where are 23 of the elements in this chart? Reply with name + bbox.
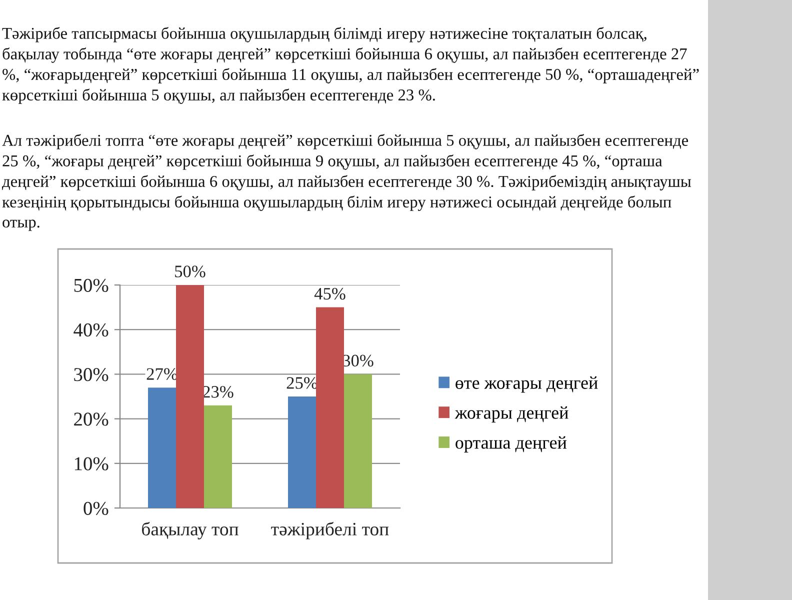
text: Тәжірибе тапсырмасы бойынша оқушылардың білімді игеру нәтижесіне тоқталатын болсақ, бақылау тобында “өте жоғары деңгей” көрсеткіші бойынша 6 оқушы, ал пайызбен есептегенде 27 %, “жоғарыдеңгей” көрсеткіші бойынша 11 оқушы, ал пайызбен есептегенде 50 %, “орташадеңгей” көрсеткіші бойынша 5 оқушы, ал пайызбен есептегенде 23 %. [2,27,699,104]
bar [148,388,176,508]
y-tick-label: 0% [84,502,108,515]
data-label: 45% [314,288,346,300]
data-label: 23% [202,386,234,398]
bar [176,285,204,508]
y-tick-label: 30% [74,368,108,382]
y-tick-label: 50% [74,278,108,292]
bar [316,307,344,508]
x-tick-label: тәжірибелі топ [271,522,389,540]
legend-label: өте жоғары деңгей [456,376,598,393]
x-tick-label: бақылау топ [142,522,238,540]
bar [204,405,232,508]
data-label: 50% [175,266,206,278]
bar [344,374,372,508]
y-tick-label: 20% [74,412,108,426]
bar [288,396,316,508]
legend-label: жоғары деңгей [454,406,568,423]
text: Ал тәжірибелі топта “өте жоғары деңгей” көрсеткіші бойынша 5 оқушы, ал пайызбен есептегенде 25 %, “жоғары деңгей” көрсеткіші бойынша 9 оқушы, ал пайызбен есептегенде 45 %, “орташа деңгей” көрсеткіші бойынша 6 оқушы, ал пайызбен есептегенде 30 %. Тәжірибеміздің анықтаушы кезеңінің қорытындысы бойынша оқушылардың білім игеру нәтижесі осындай деңгейде болып отыр. [2,134,692,231]
y-tick-label: 10% [74,457,108,470]
y-tick-label: 40% [74,323,108,337]
legend-label: орташа деңгей [456,436,567,452]
data-label: 30% [342,354,374,367]
